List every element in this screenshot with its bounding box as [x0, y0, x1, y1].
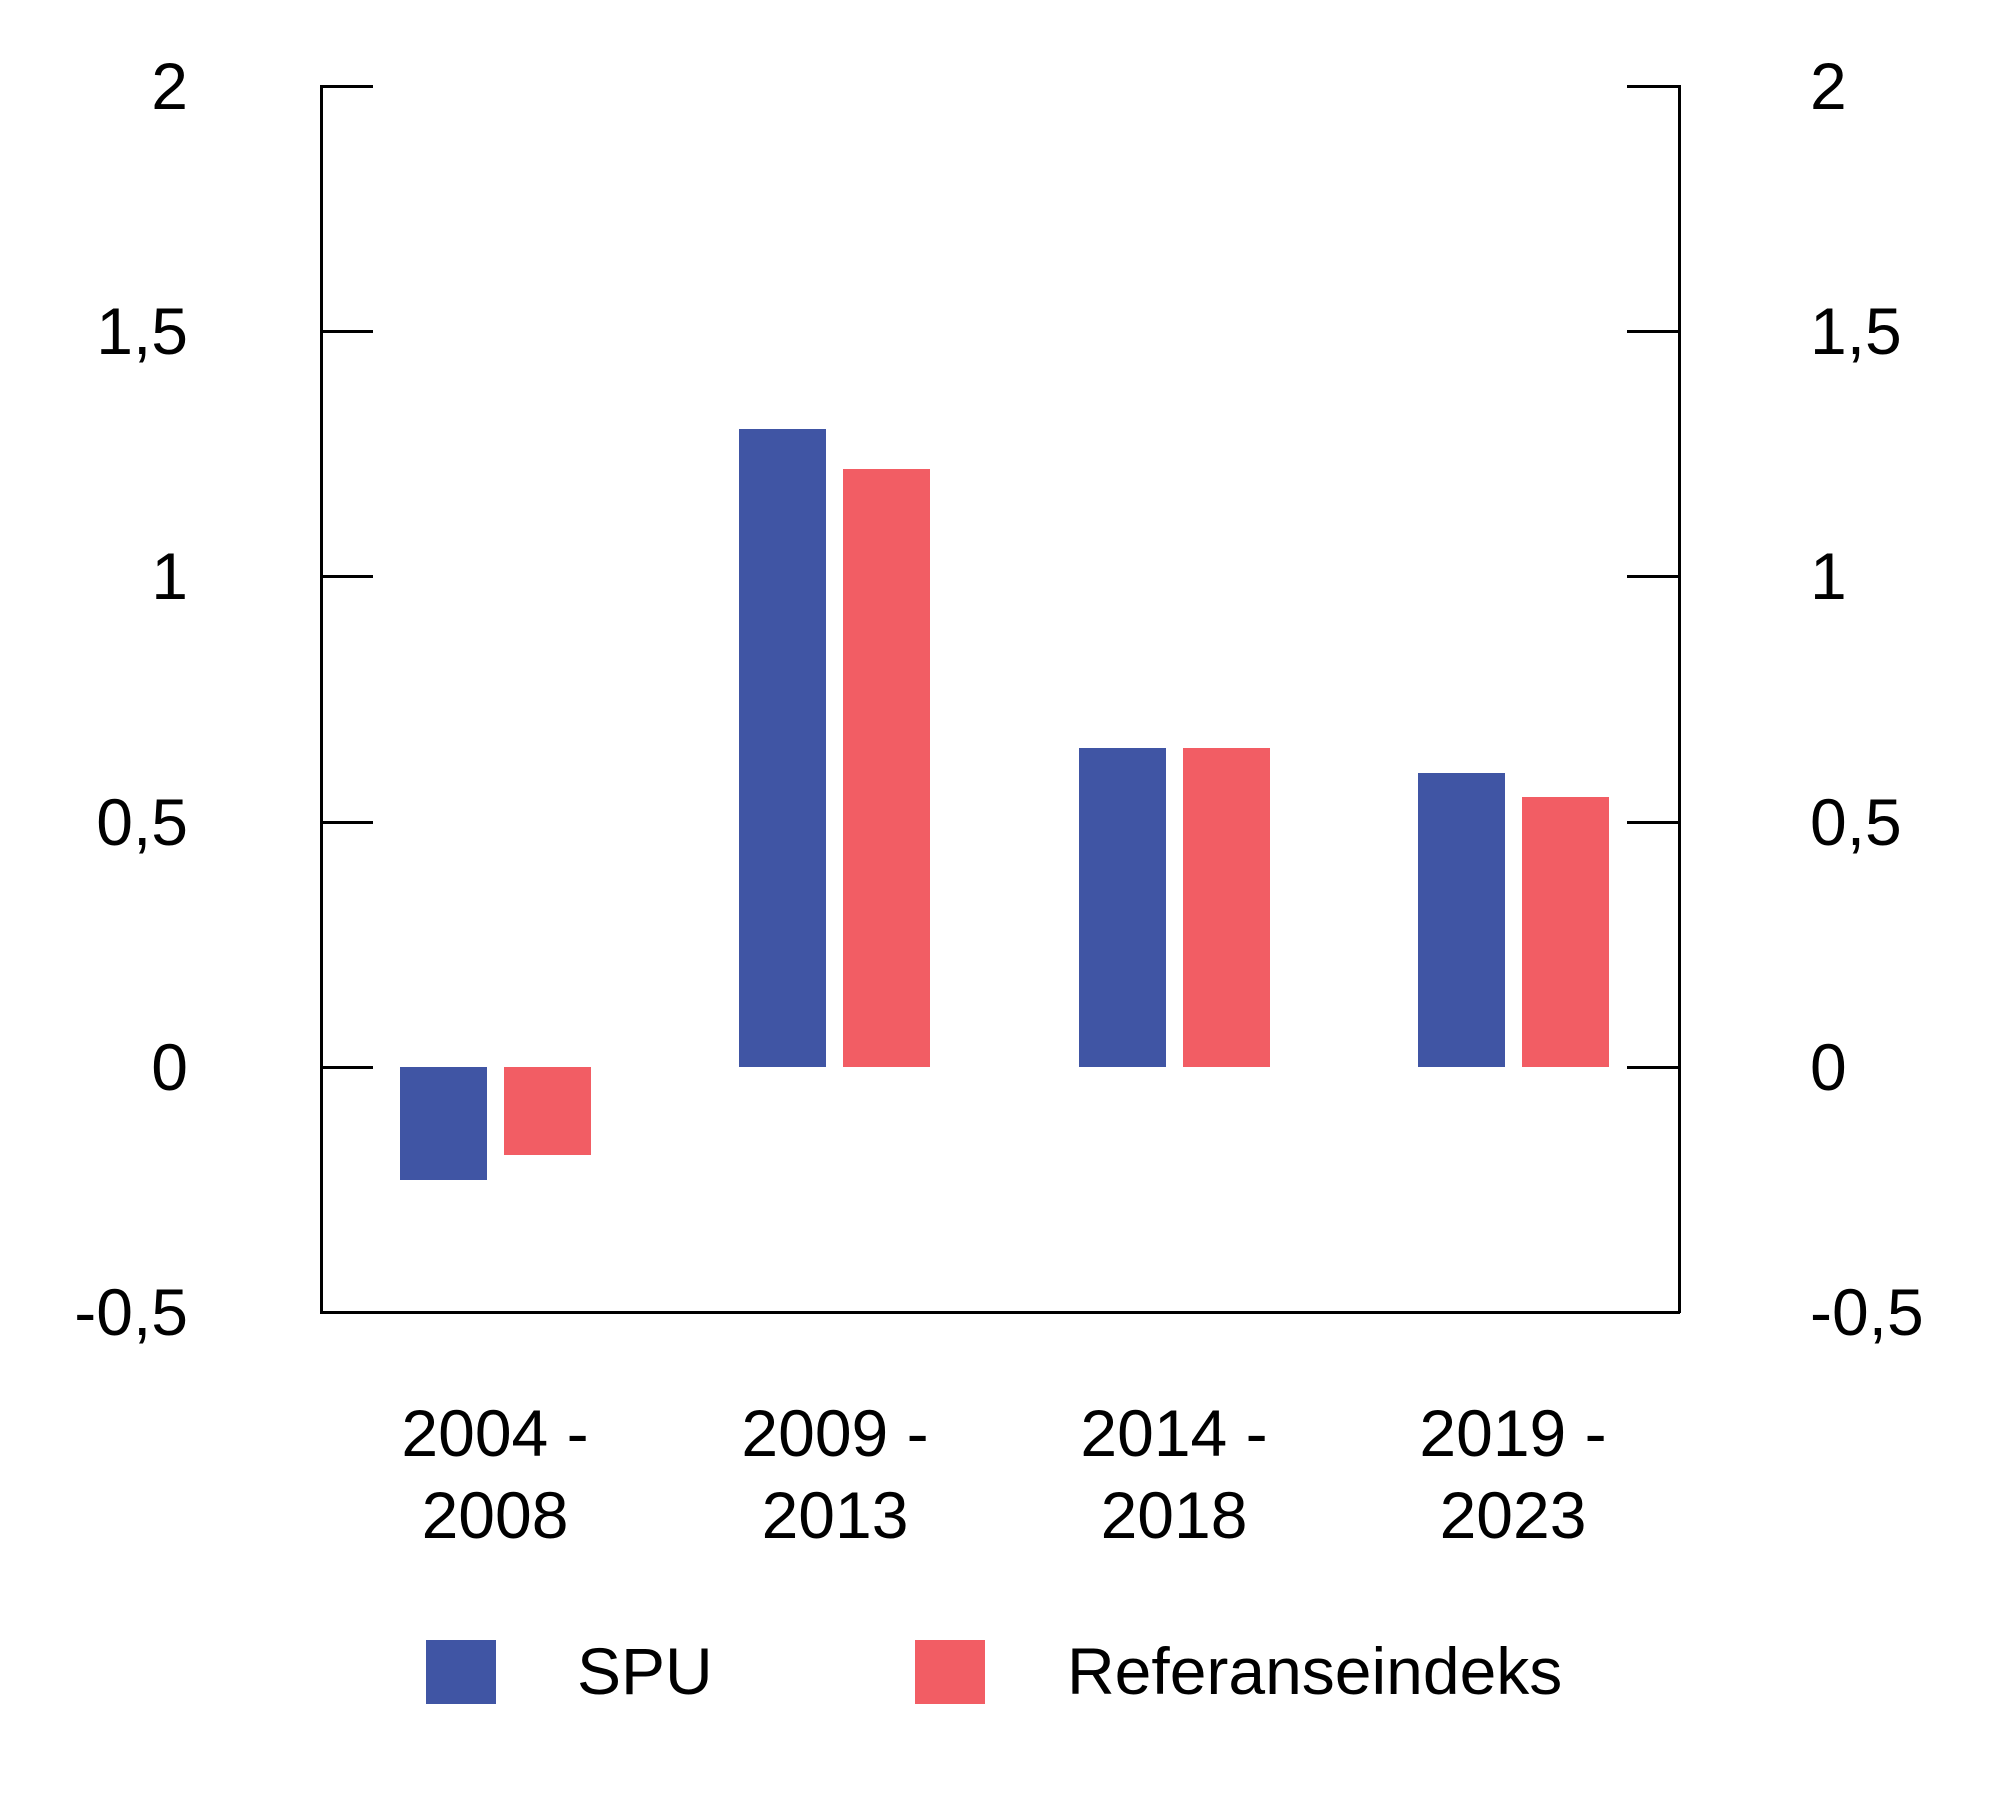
y-axis-tick-left: [321, 85, 373, 88]
x-category-label: 2004 - 2008: [401, 1396, 589, 1552]
y-axis-tick-right: [1627, 821, 1679, 824]
y-axis-tick-left: [321, 575, 373, 578]
y-axis-tick-left: [321, 821, 373, 824]
legend-label-spu: SPU: [577, 1634, 713, 1708]
bar-spu-3: [1418, 773, 1505, 1067]
x-category-label: 2019 - 2023: [1419, 1396, 1607, 1552]
y-tick-label-left: -0,5: [74, 1275, 188, 1349]
y-axis-left-line: [320, 85, 323, 1313]
bar-referanseindeks-0: [504, 1067, 591, 1155]
y-tick-label-left: 2: [151, 49, 188, 123]
legend-label-referanseindeks: Referanseindeks: [1067, 1634, 1563, 1708]
y-tick-label-right: -0,5: [1810, 1275, 1924, 1349]
y-axis-tick-right: [1627, 330, 1679, 333]
legend-swatch-referanseindeks: [915, 1640, 985, 1704]
y-tick-label-left: 0: [151, 1030, 188, 1104]
y-tick-label-left: 1,5: [96, 294, 188, 368]
y-tick-label-right: 1: [1810, 539, 1847, 613]
bar-referanseindeks-3: [1522, 797, 1609, 1067]
x-category-label: 2014 - 2018: [1080, 1396, 1268, 1552]
y-tick-label-right: 1,5: [1810, 294, 1902, 368]
bar-spu-2: [1079, 748, 1166, 1067]
bar-referanseindeks-1: [843, 469, 930, 1067]
x-axis-line: [320, 1311, 1680, 1314]
y-axis-tick-left: [321, 330, 373, 333]
bar-spu-1: [739, 429, 826, 1067]
y-tick-label-right: 2: [1810, 49, 1847, 123]
bar-referanseindeks-2: [1183, 748, 1270, 1067]
y-axis-tick-right: [1627, 85, 1679, 88]
y-tick-label-right: 0,5: [1810, 785, 1902, 859]
y-axis-right-line: [1678, 85, 1681, 1313]
y-tick-label-left: 1: [151, 539, 188, 613]
bar-spu-0: [400, 1067, 487, 1180]
y-axis-tick-right: [1627, 575, 1679, 578]
y-tick-label-right: 0: [1810, 1030, 1847, 1104]
y-axis-tick-left: [321, 1066, 373, 1069]
x-category-label: 2009 - 2013: [741, 1396, 929, 1552]
legend-swatch-spu: [426, 1640, 496, 1704]
y-axis-tick-right: [1627, 1066, 1679, 1069]
y-tick-label-left: 0,5: [96, 785, 188, 859]
